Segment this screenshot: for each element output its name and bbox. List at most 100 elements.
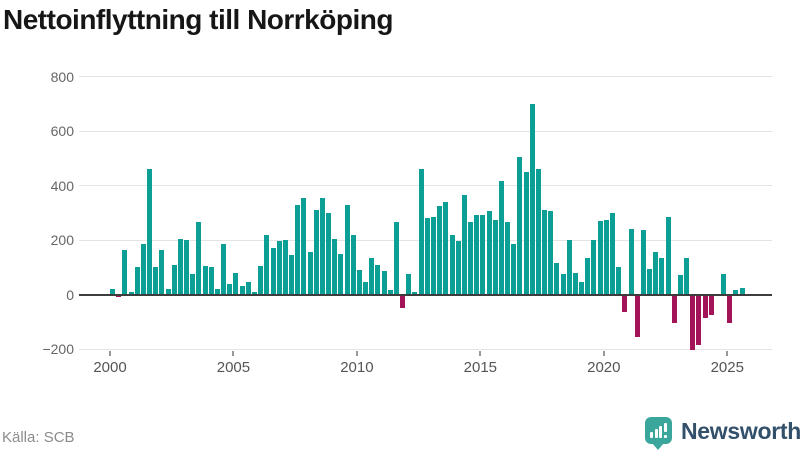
bar (159, 249, 165, 295)
bar (214, 289, 220, 295)
bar (313, 210, 319, 295)
bar (116, 294, 122, 298)
bar (542, 210, 548, 295)
bar (480, 215, 486, 295)
bar (702, 294, 708, 318)
bar (122, 249, 128, 295)
bar (289, 254, 295, 295)
bar (350, 234, 356, 295)
bar (110, 289, 115, 295)
bar (677, 275, 683, 295)
bar (690, 294, 696, 351)
bar (134, 267, 140, 295)
bar (128, 291, 134, 295)
bar (165, 289, 171, 295)
bar (387, 290, 393, 295)
bar (443, 201, 449, 295)
bar (671, 294, 677, 324)
bar (381, 271, 387, 295)
bar (517, 156, 523, 295)
bar (449, 234, 455, 295)
bar (418, 169, 424, 295)
y-axis-label-−200: −200 (42, 341, 74, 357)
bar (665, 216, 671, 295)
bar (554, 263, 560, 295)
x-axis-label-2005: 2005 (216, 359, 251, 376)
bar (301, 197, 307, 295)
bar (708, 294, 714, 315)
bar (190, 274, 196, 295)
x-axis-label-2010: 2010 (340, 359, 374, 376)
gridline-800 (79, 76, 772, 77)
bar (492, 219, 498, 295)
bar (251, 291, 257, 295)
logo-exclamation-dot (664, 435, 667, 438)
bar-chart-bubble-icon (645, 417, 672, 450)
source-note: Källa: SCB (2, 429, 75, 446)
bar (474, 215, 480, 295)
bar (338, 253, 344, 295)
bar (406, 274, 412, 295)
bar (523, 171, 529, 295)
bar (270, 248, 276, 295)
bar (647, 268, 653, 295)
gridline-−200 (79, 348, 772, 350)
bar (468, 222, 474, 295)
bar (264, 234, 270, 295)
bar (628, 229, 634, 295)
bar (622, 294, 628, 313)
gridline-400 (79, 185, 772, 186)
bar (393, 222, 399, 295)
chart-title: Nettoinflyttning till Norrköping (3, 4, 393, 35)
bar (591, 240, 597, 295)
bar (616, 267, 622, 295)
bar (375, 264, 381, 295)
x-axis-label-2015: 2015 (463, 359, 498, 376)
gridline-600 (79, 130, 772, 132)
bar (344, 204, 350, 295)
x-tick-2005 (232, 351, 235, 356)
bar (140, 244, 146, 295)
bar (184, 240, 190, 295)
bar (572, 272, 578, 295)
bar (548, 211, 554, 295)
bar (739, 287, 745, 295)
bar (455, 241, 461, 295)
bar (721, 274, 727, 295)
bar (511, 244, 517, 295)
bar (356, 269, 362, 295)
bar (177, 238, 183, 295)
logo-bar-1 (650, 432, 653, 438)
y-axis-label-400: 400 (50, 177, 74, 194)
bar (727, 294, 733, 324)
bar (400, 294, 406, 309)
y-axis-label-0: 0 (66, 286, 74, 303)
x-axis-zero-line (79, 293, 772, 296)
bar (424, 218, 430, 295)
bar (412, 291, 418, 295)
bar (295, 204, 301, 295)
bar (307, 252, 313, 295)
y-axis-label-200: 200 (50, 232, 74, 248)
bar (239, 286, 245, 295)
bar (147, 169, 153, 295)
bar (332, 238, 338, 295)
bar (659, 257, 665, 295)
bar (221, 244, 227, 295)
bar (245, 282, 251, 295)
bar (363, 282, 369, 295)
bar (196, 222, 202, 295)
bar (276, 241, 282, 295)
bar (208, 267, 214, 295)
bar (258, 265, 264, 295)
bar (653, 252, 659, 295)
bar (431, 216, 436, 295)
bar (486, 211, 492, 295)
logo-wordmark: Newsworthy (681, 418, 800, 444)
bar (696, 294, 702, 345)
x-axis-label-2020: 2020 (587, 359, 621, 376)
bar (733, 290, 739, 295)
bar (153, 267, 159, 295)
x-tick-2010 (355, 351, 358, 356)
